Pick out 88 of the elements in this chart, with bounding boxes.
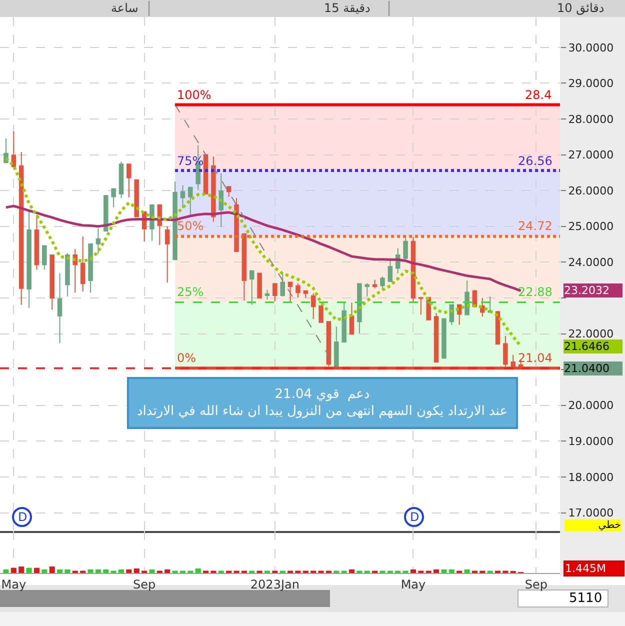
candlestick bbox=[418, 297, 424, 316]
y-tick-label: 26.0000 bbox=[568, 184, 614, 198]
annotation: 50% bbox=[177, 219, 204, 233]
y-tick-label: 25.0000 bbox=[568, 220, 614, 234]
candlestick bbox=[342, 302, 346, 343]
y-tick-label: 30.0000 bbox=[568, 41, 614, 54]
ref-line-label: 28.4 bbox=[525, 88, 552, 102]
candlestick bbox=[403, 236, 408, 260]
annotation: D bbox=[18, 510, 28, 524]
candlestick bbox=[372, 279, 378, 289]
candlestick bbox=[164, 226, 170, 284]
ref-line-label: 24.72 bbox=[518, 219, 552, 233]
candlestick bbox=[126, 164, 132, 198]
ref-line-label: 26.56 bbox=[518, 154, 552, 168]
ref-line-label: 21.04 bbox=[518, 351, 552, 365]
candlestick bbox=[296, 282, 300, 298]
candlestick bbox=[288, 282, 293, 304]
candlestick bbox=[480, 297, 485, 318]
candlestick bbox=[280, 272, 285, 298]
candlestick bbox=[242, 233, 247, 301]
candlestick bbox=[50, 254, 54, 310]
candlestick bbox=[303, 290, 308, 298]
annotation: 25% bbox=[177, 285, 204, 299]
candlestick bbox=[134, 179, 139, 218]
y-tick-label: 18.0000 bbox=[568, 470, 614, 484]
text: 5110 bbox=[569, 591, 602, 606]
candlestick bbox=[257, 272, 262, 298]
annotation: 100% bbox=[177, 88, 212, 102]
candlestick bbox=[442, 318, 446, 359]
candlestick bbox=[104, 194, 108, 232]
candlestick bbox=[434, 312, 439, 363]
candlestick bbox=[318, 305, 324, 323]
y-tick-label: 19.0000 bbox=[568, 435, 614, 448]
candlestick bbox=[310, 292, 316, 320]
candlestick bbox=[334, 326, 339, 368]
candlestick bbox=[226, 186, 232, 198]
x-tick-label: May bbox=[1, 577, 26, 592]
candlestick bbox=[180, 184, 186, 209]
candlestick bbox=[80, 236, 86, 292]
candlestick bbox=[326, 321, 332, 367]
candlestick bbox=[218, 172, 224, 228]
candlestick bbox=[172, 181, 178, 260]
text: ساعة bbox=[111, 1, 138, 15]
y-tick-label: 28.0000 bbox=[568, 112, 614, 126]
y-tick-label: 24.0000 bbox=[568, 256, 614, 270]
candlestick bbox=[11, 131, 16, 168]
y-tick-label: 29.0000 bbox=[568, 77, 614, 90]
text: 23.2032 bbox=[564, 284, 610, 297]
candlestick bbox=[18, 151, 24, 306]
candlestick bbox=[26, 209, 32, 308]
candlestick bbox=[249, 270, 254, 306]
candlestick bbox=[42, 245, 47, 270]
candlestick bbox=[96, 228, 101, 254]
candlestick bbox=[357, 283, 362, 334]
ref-line-label: 22.88 bbox=[518, 285, 552, 299]
candlestick bbox=[349, 302, 354, 335]
y-tick-label: 22.0000 bbox=[568, 328, 614, 341]
line-series bbox=[174, 104, 337, 369]
x-tick-label: 2023Jan bbox=[250, 577, 300, 592]
text: 1.445M bbox=[565, 562, 606, 575]
candlestick bbox=[380, 276, 385, 289]
y-tick-label: 17.0000 bbox=[568, 506, 614, 520]
candlestick bbox=[65, 252, 70, 298]
y-tick-label: 27.0000 bbox=[568, 148, 614, 162]
candlestick bbox=[72, 248, 78, 294]
text: 21.0400 bbox=[564, 362, 610, 375]
y-tick-label: 20.0000 bbox=[568, 399, 614, 412]
candlestick bbox=[272, 283, 278, 302]
candlestick bbox=[34, 214, 40, 270]
candlestick bbox=[264, 289, 270, 300]
text: خطي bbox=[598, 520, 621, 531]
annotation: دعم قوي 21.04 عند الارتداد يكون السهم انتهى من النزول يبدا ان شاء الله في الارتداد bbox=[137, 387, 508, 419]
text: 10 دقائق bbox=[557, 1, 604, 15]
candlestick bbox=[88, 243, 93, 294]
candlestick bbox=[456, 304, 462, 326]
candlestick bbox=[364, 282, 370, 298]
candlestick bbox=[111, 188, 116, 208]
x-tick-label: Sep bbox=[132, 577, 156, 592]
candlestick bbox=[118, 161, 124, 199]
x-tick-label: May bbox=[400, 577, 426, 592]
text: 21.6466 bbox=[564, 340, 610, 353]
candlestick bbox=[188, 186, 193, 218]
candlestick bbox=[503, 335, 508, 367]
text: 15 دقيقة bbox=[324, 1, 370, 15]
candlestick bbox=[57, 272, 62, 344]
annotation: D bbox=[410, 510, 420, 524]
x-tick-label: Sep bbox=[524, 577, 548, 592]
annotation: 0% bbox=[177, 351, 196, 365]
